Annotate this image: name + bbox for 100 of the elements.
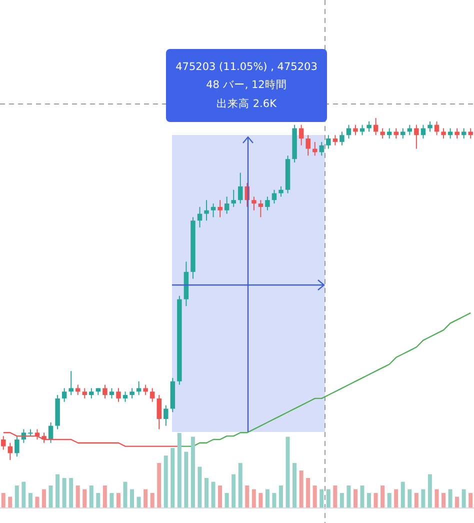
- bar: [232, 474, 236, 508]
- bar: [164, 456, 168, 508]
- candlestick: [366, 120, 372, 132]
- bar: [468, 493, 473, 508]
- candlestick: [434, 120, 440, 136]
- bar: [190, 436, 195, 508]
- candlestick: [102, 384, 108, 399]
- candlestick: [224, 196, 230, 214]
- candlestick: [252, 196, 256, 211]
- candlestick: [89, 388, 94, 399]
- candlestick: [258, 200, 264, 218]
- bar: [218, 486, 222, 508]
- bar: [312, 486, 317, 508]
- candlestick: [428, 120, 432, 132]
- bar: [455, 496, 460, 508]
- candlestick: [14, 436, 20, 458]
- bar: [198, 466, 202, 508]
- candlestick: [394, 128, 398, 140]
- bar: [1, 493, 6, 508]
- bar: [150, 493, 154, 508]
- candlestick: [454, 128, 460, 140]
- candlestick: [373, 118, 378, 136]
- bar: [62, 478, 66, 508]
- bar: [102, 486, 107, 508]
- candlestick: [340, 131, 344, 146]
- candlestick: [441, 128, 446, 140]
- candlestick: [386, 128, 392, 140]
- bar: [204, 478, 208, 508]
- bar: [35, 496, 40, 508]
- candlestick: [62, 388, 67, 402]
- bar: [177, 433, 182, 508]
- bar: [48, 486, 53, 508]
- candlestick: [353, 124, 358, 136]
- candlestick: [420, 124, 426, 140]
- bar: [360, 486, 364, 508]
- bar: [258, 493, 263, 508]
- bar: [394, 489, 398, 508]
- bar: [56, 474, 60, 508]
- candlestick: [414, 124, 419, 150]
- bar: [89, 486, 94, 508]
- bar: [238, 463, 242, 508]
- candlestick: [210, 203, 216, 218]
- candlestick: [76, 384, 80, 396]
- candlestick: [461, 128, 466, 140]
- bar: [408, 489, 412, 508]
- bar: [76, 486, 80, 508]
- bar: [353, 489, 358, 508]
- candlestick: [332, 134, 338, 146]
- bar: [374, 493, 378, 508]
- candlestick: [197, 206, 202, 228]
- candlestick: [298, 124, 304, 146]
- candlestick: [326, 134, 331, 150]
- bar: [292, 463, 297, 508]
- bar: [14, 486, 19, 508]
- bar: [434, 489, 439, 508]
- bar: [387, 493, 392, 508]
- bar: [414, 493, 418, 508]
- bar: [224, 493, 229, 508]
- candlestick: [156, 394, 162, 430]
- bar: [333, 486, 338, 508]
- bar: [299, 470, 304, 508]
- bar: [157, 463, 162, 508]
- bar: [28, 493, 32, 508]
- bar: [144, 489, 148, 508]
- bar: [130, 489, 134, 508]
- bar: [170, 448, 175, 508]
- candlestick: [448, 128, 453, 140]
- bar: [22, 482, 26, 508]
- bar: [367, 493, 372, 508]
- bar: [428, 474, 432, 508]
- bar: [320, 489, 324, 508]
- candlestick: [82, 388, 88, 399]
- bar: [252, 489, 256, 508]
- candlestick: [143, 384, 148, 396]
- bar: [245, 486, 250, 508]
- bar: [82, 489, 87, 508]
- info-box: 475203 (11.05%) , 475203 48 バー, 12時間 出来高 2.6K: [166, 49, 327, 122]
- bar: [69, 478, 74, 508]
- bar: [326, 489, 330, 508]
- bar: [278, 486, 283, 508]
- bar: [286, 436, 290, 508]
- bar: [211, 482, 216, 508]
- bar: [265, 489, 270, 508]
- bar: [184, 452, 188, 508]
- candlestick: [150, 388, 155, 402]
- candlestick: [116, 388, 121, 402]
- bar: [306, 478, 310, 508]
- candlestick: [122, 391, 128, 402]
- candlestick: [346, 124, 352, 140]
- bar: [272, 493, 276, 508]
- candlestick: [8, 442, 13, 460]
- bar: [462, 489, 466, 508]
- candlestick: [400, 128, 406, 140]
- candlestick: [231, 189, 236, 208]
- bar: [42, 489, 46, 508]
- bar: [110, 493, 114, 508]
- bar: [441, 493, 446, 508]
- bar: [123, 482, 128, 508]
- bar: [340, 493, 344, 508]
- candlestick: [468, 128, 473, 140]
